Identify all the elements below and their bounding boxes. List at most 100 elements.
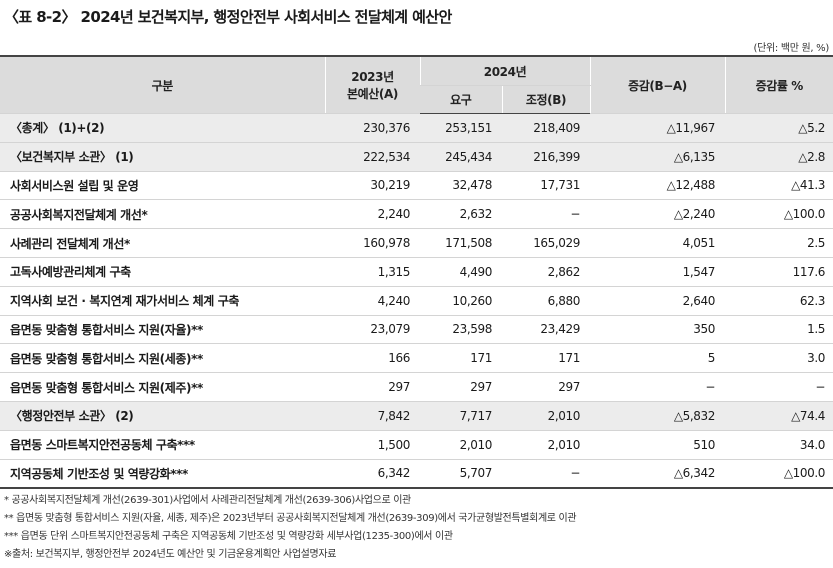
cell-change: 5 (590, 343, 726, 374)
cell-change: △5,832 (590, 401, 726, 431)
row-name: 읍면동 맞춤형 통합서비스 지원(제주)** (0, 372, 325, 402)
table-row: 읍면동 맞춤형 통합서비스 지원(제주)** 297 297 297 − − (0, 372, 833, 402)
header-budget-2023-year: 2023년 (351, 70, 394, 84)
cell-rate: 117.6 (725, 257, 833, 287)
row-name: 읍면동 맞춤형 통합서비스 지원(세종)** (0, 343, 325, 374)
cell-rate: 1.5 (725, 315, 833, 345)
row-name: 지역공동체 기반조성 및 역량강화*** (0, 459, 325, 490)
cell-request: 171,508 (420, 228, 502, 258)
row-name: 지역사회 보건 · 복지연계 재가서비스 체계 구축 (0, 286, 325, 316)
cell-adjusted: − (502, 199, 591, 230)
table-row: 읍면동 스마트복지안전공동체 구축*** 1,500 2,010 2,010 5… (0, 430, 833, 460)
footnote-3: *** 읍면동 단위 스마트복지안전공동체 구축은 지역공동체 기반조성 및 역… (4, 531, 453, 542)
cell-request: 171 (420, 343, 502, 374)
cell-rate: 34.0 (725, 430, 833, 460)
table-row: 읍면동 맞춤형 통합서비스 지원(자율)** 23,079 23,598 23,… (0, 315, 833, 345)
header-category: 구분 (0, 55, 325, 114)
header-year-2024: 2024년 (419, 55, 591, 86)
header-budget-2023: 2023년 본예산(A) (324, 55, 420, 114)
cell-adjusted: − (502, 459, 591, 490)
row-name: 〈총계〉 (1)+(2) (0, 113, 325, 143)
cell-request: 4,490 (420, 257, 502, 287)
table-title: 〈표 8-2〉 2024년 보건복지부, 행정안전부 사회서비스 전달체계 예산… (4, 8, 452, 26)
cell-budget-2023: 4,240 (325, 286, 420, 316)
cell-budget-2023: 30,219 (325, 171, 420, 201)
source-note: ※출처: 보건복지부, 행정안전부 2024년도 예산안 및 기금운용계획안 사… (4, 549, 337, 560)
cell-request: 253,151 (420, 113, 502, 143)
footnotes: * 공공사회복지전달체계 개선(2639-301)사업에서 사례관리전달체계 개… (4, 492, 577, 564)
cell-change: 4,051 (590, 228, 726, 258)
cell-adjusted: 6,880 (502, 286, 591, 316)
cell-change: △6,342 (590, 459, 726, 490)
cell-change: 2,640 (590, 286, 726, 316)
cell-budget-2023: 6,342 (325, 459, 420, 490)
table-row: 지역사회 보건 · 복지연계 재가서비스 체계 구축 4,240 10,260 … (0, 286, 833, 316)
row-name: 사회서비스원 설립 및 운영 (0, 171, 325, 201)
cell-adjusted: 171 (502, 343, 591, 374)
row-name: 〈보건복지부 소관〉 (1) (0, 142, 325, 172)
cell-request: 2,010 (420, 430, 502, 460)
cell-budget-2023: 1,315 (325, 257, 420, 287)
cell-rate: △41.3 (725, 171, 833, 201)
cell-adjusted: 165,029 (502, 228, 591, 258)
cell-rate: 3.0 (725, 343, 833, 374)
table-row: 읍면동 맞춤형 통합서비스 지원(세종)** 166 171 171 5 3.0 (0, 343, 833, 374)
cell-request: 297 (420, 372, 502, 402)
cell-change: △2,240 (590, 199, 726, 230)
cell-budget-2023: 160,978 (325, 228, 420, 258)
cell-request: 32,478 (420, 171, 502, 201)
cell-change: △12,488 (590, 171, 726, 201)
cell-change: − (590, 372, 726, 402)
row-name: 공공사회복지전달체계 개선* (0, 199, 325, 230)
cell-change: 1,547 (590, 257, 726, 287)
table-row: 사회서비스원 설립 및 운영 30,219 32,478 17,731 △12,… (0, 171, 833, 201)
cell-change: △6,135 (590, 142, 726, 172)
table-row: 지역공동체 기반조성 및 역량강화*** 6,342 5,707 − △6,34… (0, 459, 833, 490)
cell-adjusted: 2,010 (502, 430, 591, 460)
cell-budget-2023: 222,534 (325, 142, 420, 172)
cell-rate: △100.0 (725, 459, 833, 490)
budget-table: 구분 2023년 본예산(A) 2024년 증감(B−A) 증감률 % 요구 조… (0, 55, 833, 490)
cell-budget-2023: 7,842 (325, 401, 420, 431)
cell-rate: △100.0 (725, 199, 833, 230)
table-row-mohw: 〈보건복지부 소관〉 (1) 222,534 245,434 216,399 △… (0, 142, 833, 172)
cell-budget-2023: 23,079 (325, 315, 420, 345)
cell-request: 7,717 (420, 401, 502, 431)
table-row-total: 〈총계〉 (1)+(2) 230,376 253,151 218,409 △11… (0, 113, 833, 143)
cell-adjusted: 2,862 (502, 257, 591, 287)
cell-rate: △2.8 (725, 142, 833, 172)
cell-request: 10,260 (420, 286, 502, 316)
cell-adjusted: 218,409 (502, 113, 591, 143)
cell-budget-2023: 230,376 (325, 113, 420, 143)
header-budget-2023-label: 본예산(A) (347, 87, 398, 101)
row-name: 사례관리 전달체계 개선* (0, 228, 325, 258)
cell-adjusted: 297 (502, 372, 591, 402)
cell-request: 5,707 (420, 459, 502, 490)
cell-rate: 2.5 (725, 228, 833, 258)
row-name: 고독사예방관리체계 구축 (0, 257, 325, 287)
cell-budget-2023: 1,500 (325, 430, 420, 460)
unit-label: (단위: 백만 원, %) (753, 43, 830, 54)
header-adjusted: 조정(B) (501, 85, 591, 114)
table-row: 고독사예방관리체계 구축 1,315 4,490 2,862 1,547 117… (0, 257, 833, 287)
cell-request: 245,434 (420, 142, 502, 172)
header-change: 증감(B−A) (589, 55, 726, 114)
cell-rate: − (725, 372, 833, 402)
cell-adjusted: 216,399 (502, 142, 591, 172)
cell-change: △11,967 (590, 113, 726, 143)
cell-budget-2023: 297 (325, 372, 420, 402)
cell-change: 350 (590, 315, 726, 345)
row-name: 읍면동 맞춤형 통합서비스 지원(자율)** (0, 315, 325, 345)
header-request: 요구 (420, 85, 502, 114)
table-row: 사례관리 전달체계 개선* 160,978 171,508 165,029 4,… (0, 228, 833, 258)
cell-request: 2,632 (420, 199, 502, 230)
cell-budget-2023: 2,240 (325, 199, 420, 230)
cell-request: 23,598 (420, 315, 502, 345)
footnote-2: ** 읍면동 맞춤형 통합서비스 지원(자율, 세종, 제주)은 2023년부터… (4, 513, 577, 524)
cell-adjusted: 23,429 (502, 315, 591, 345)
row-name: 읍면동 스마트복지안전공동체 구축*** (0, 430, 325, 460)
cell-change: 510 (590, 430, 726, 460)
cell-adjusted: 2,010 (502, 401, 591, 431)
footnote-1: * 공공사회복지전달체계 개선(2639-301)사업에서 사례관리전달체계 개… (4, 495, 411, 506)
row-name: 〈행정안전부 소관〉 (2) (0, 401, 325, 431)
